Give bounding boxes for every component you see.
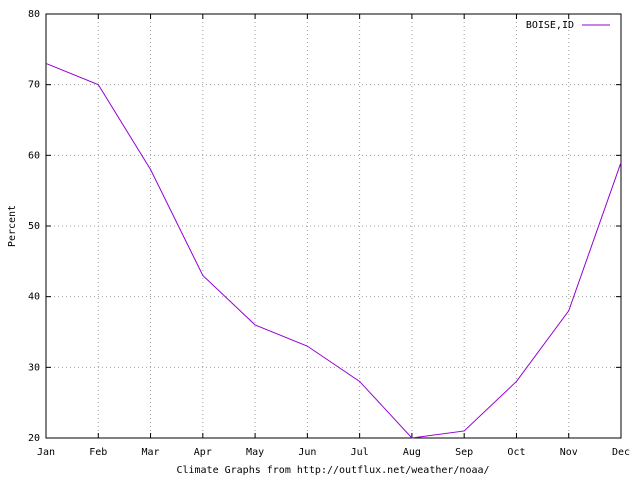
y-tick-label: 80 bbox=[28, 9, 40, 20]
x-tick-label: Aug bbox=[403, 447, 421, 458]
x-tick-label: Sep bbox=[455, 447, 473, 458]
y-tick-label: 50 bbox=[28, 221, 40, 232]
y-tick-label: 30 bbox=[28, 362, 40, 373]
x-tick-label: Dec bbox=[612, 447, 630, 458]
x-tick-label: Apr bbox=[194, 447, 212, 458]
plot-frame bbox=[45, 13, 622, 439]
x-tick-label: Oct bbox=[507, 447, 525, 458]
x-tick-label: Jan bbox=[37, 447, 55, 458]
x-tick-label: Nov bbox=[560, 447, 578, 458]
y-tick-label: 20 bbox=[28, 433, 40, 444]
y-tick-label: 40 bbox=[28, 292, 40, 303]
data-line bbox=[45, 63, 622, 439]
y-tick-label: 70 bbox=[28, 80, 40, 91]
y-tick-label: 60 bbox=[28, 150, 40, 161]
legend-label: BOISE,ID bbox=[526, 20, 574, 31]
x-tick-label: Mar bbox=[142, 447, 160, 458]
x-tick-label: Jun bbox=[298, 447, 316, 458]
x-tick-label: Jul bbox=[351, 447, 369, 458]
x-tick-label: May bbox=[246, 447, 264, 458]
x-axis-label: Climate Graphs from http://outflux.net/w… bbox=[176, 465, 489, 476]
x-tick-label: Feb bbox=[89, 447, 107, 458]
y-axis-label: Percent bbox=[7, 205, 18, 247]
